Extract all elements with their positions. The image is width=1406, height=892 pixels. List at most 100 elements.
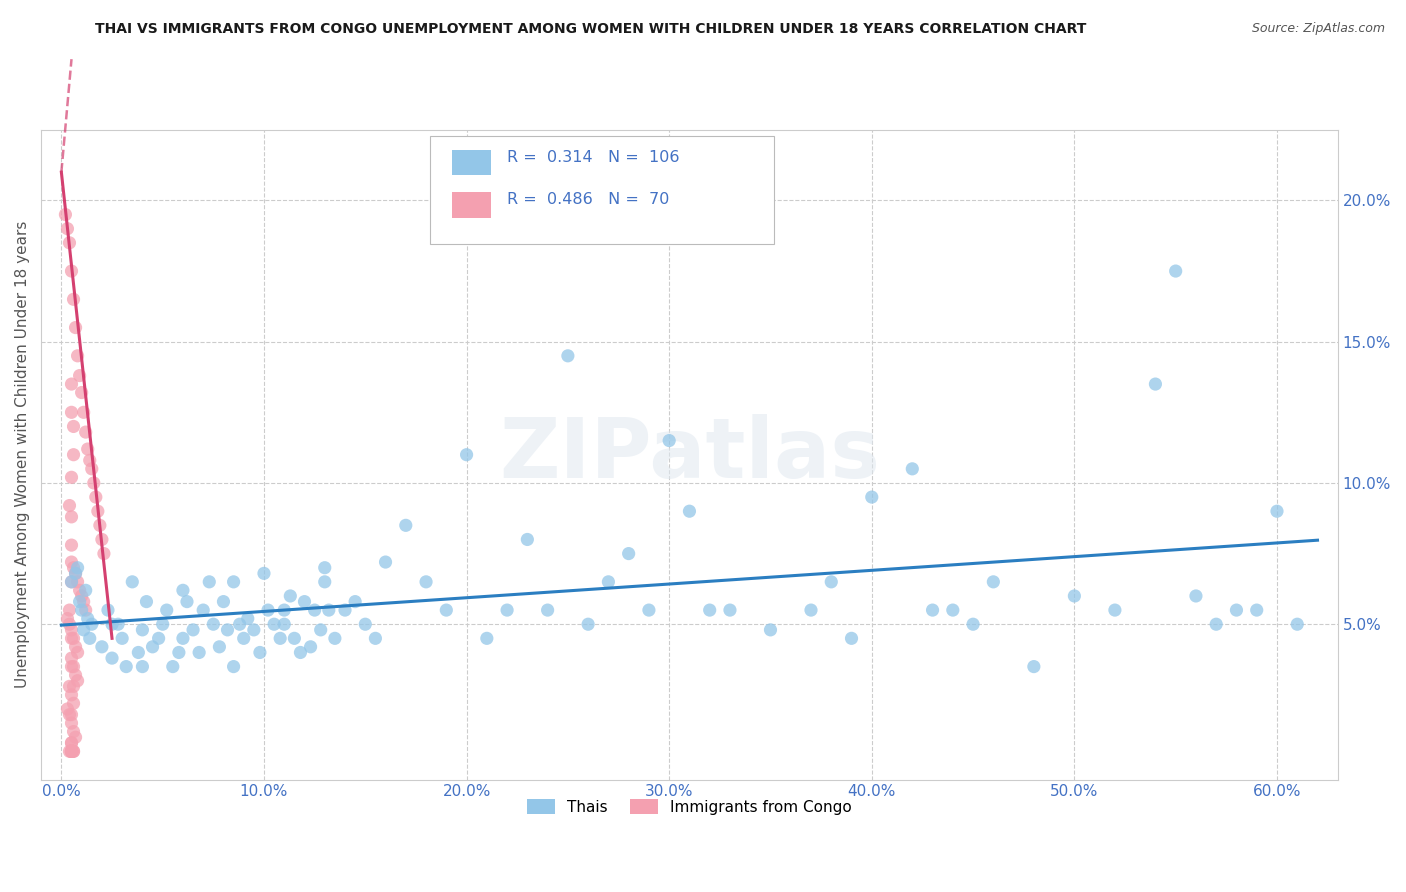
Point (1225, 603, 1247, 617)
Point (62, 696, 84, 710)
Point (1265, 504, 1288, 518)
Point (62, 744, 84, 758)
Point (76, 611, 98, 625)
Point (1104, 603, 1126, 617)
Point (496, 603, 519, 617)
Point (257, 603, 280, 617)
Point (253, 566, 276, 581)
Text: THAI VS IMMIGRANTS FROM CONGO UNEMPLOYMENT AMONG WOMEN WITH CHILDREN UNDER 18 YE: THAI VS IMMIGRANTS FROM CONGO UNEMPLOYME… (94, 22, 1087, 37)
Point (62, 744, 84, 758)
Point (62, 448, 84, 462)
Point (901, 462, 924, 476)
Point (58, 617, 80, 632)
Point (202, 617, 225, 632)
Point (73, 623, 96, 637)
Point (1022, 659, 1045, 673)
Point (290, 645, 312, 659)
Point (718, 603, 741, 617)
Point (1185, 589, 1208, 603)
Point (66, 349, 89, 363)
Point (75, 603, 97, 617)
Point (162, 659, 184, 673)
Point (66, 560, 89, 574)
Legend: Thais, Immigrants from Congo: Thais, Immigrants from Congo (522, 793, 858, 821)
Point (516, 533, 538, 547)
Point (181, 623, 204, 637)
Point (208, 640, 231, 654)
Point (70, 589, 93, 603)
Point (60, 509, 83, 524)
Point (66, 574, 89, 589)
Point (1205, 617, 1227, 632)
Point (364, 632, 387, 646)
Point (820, 574, 842, 589)
Point (1063, 589, 1085, 603)
Point (60, 264, 83, 278)
Point (66, 645, 89, 659)
Point (90, 533, 112, 547)
Point (222, 659, 245, 673)
Point (198, 574, 221, 589)
Point (1144, 377, 1167, 392)
Point (60, 688, 83, 702)
Point (131, 659, 153, 673)
Point (89, 518, 111, 533)
Point (576, 617, 599, 632)
Point (841, 632, 863, 646)
Y-axis label: Unemployment Among Women with Children Under 18 years: Unemployment Among Women with Children U… (15, 221, 30, 689)
Point (222, 574, 245, 589)
Point (75, 425, 97, 439)
Point (228, 617, 250, 632)
Point (107, 617, 129, 632)
Point (60, 574, 83, 589)
Point (333, 603, 356, 617)
Point (97, 603, 120, 617)
Point (60, 736, 83, 750)
Point (60, 744, 83, 758)
Point (65, 730, 87, 744)
Point (60, 716, 83, 731)
Point (101, 651, 124, 665)
Point (309, 623, 332, 637)
Point (617, 547, 640, 561)
Point (76, 442, 98, 456)
Point (278, 589, 301, 603)
Point (557, 349, 579, 363)
Point (638, 603, 661, 617)
Point (344, 594, 367, 608)
Point (678, 504, 700, 518)
Point (69, 594, 91, 608)
Point (188, 645, 211, 659)
Point (318, 603, 340, 617)
Point (60, 707, 83, 722)
Point (60, 651, 83, 665)
Point (66, 673, 89, 688)
Point (699, 603, 721, 617)
Point (232, 632, 254, 646)
Point (80, 462, 103, 476)
Point (1286, 617, 1309, 632)
Point (65, 566, 87, 581)
Point (101, 617, 124, 632)
FancyBboxPatch shape (453, 192, 491, 218)
Point (314, 574, 336, 589)
Point (60, 632, 83, 646)
Point (148, 632, 170, 646)
Point (83, 475, 105, 490)
Point (921, 603, 943, 617)
Point (87, 504, 110, 518)
Point (62, 419, 84, 434)
Point (111, 632, 134, 646)
Point (60, 470, 83, 484)
Point (58, 679, 80, 693)
Point (141, 640, 163, 654)
Point (759, 623, 782, 637)
Point (354, 617, 377, 632)
Point (70, 385, 93, 400)
Point (58, 235, 80, 250)
Point (69, 368, 91, 383)
Point (135, 594, 157, 608)
Point (62, 724, 84, 739)
Point (75, 583, 97, 598)
Point (176, 594, 198, 608)
